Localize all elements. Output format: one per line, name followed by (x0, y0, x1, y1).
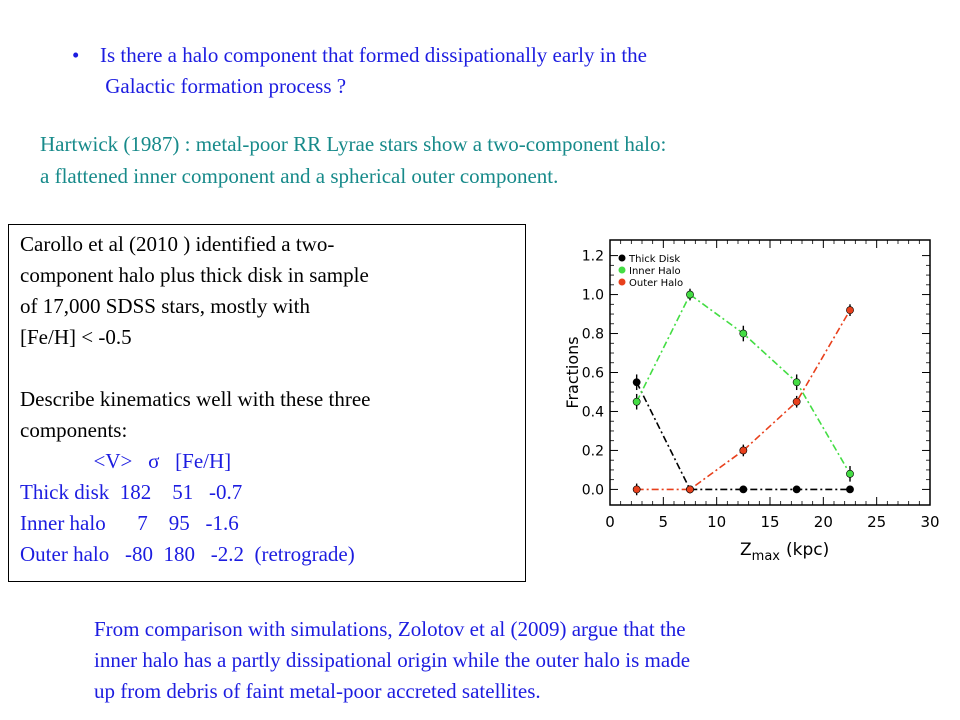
data-point (846, 306, 854, 315)
data-point (632, 397, 641, 406)
carollo-text-box: Carollo et al (2010 ) identified a two- … (8, 224, 526, 582)
y-tick-label: 0.6 (582, 366, 604, 382)
x-tick-label: 0 (605, 513, 615, 531)
y-tick-label: 0.2 (582, 443, 604, 459)
legend-marker (618, 278, 626, 286)
hartwick-paragraph: Hartwick (1987) : metal-poor RR Lyrae st… (40, 128, 920, 192)
legend-marker (618, 254, 626, 262)
carollo-line-3: of 17,000 SDSS stars, mostly with (20, 294, 310, 318)
data-point (792, 378, 801, 387)
data-point (846, 485, 854, 494)
kinematics-table-header: <V> σ [Fe/H] (20, 449, 232, 473)
x-tick-label: 15 (760, 513, 779, 531)
hartwick-line-1: Hartwick (1987) : metal-poor RR Lyrae st… (40, 132, 667, 156)
y-tick-label: 1.0 (582, 288, 604, 304)
y-tick-label: 0.8 (582, 327, 604, 343)
conclusion-line-1: From comparison with simulations, Zoloto… (94, 617, 686, 641)
kinematics-row-outer-halo: Outer halo -80 180 -2.2 (retrograde) (20, 542, 355, 566)
y-tick-label: 0.0 (582, 482, 604, 498)
conclusion-paragraph: From comparison with simulations, Zoloto… (94, 614, 894, 707)
data-point (632, 378, 641, 387)
conclusion-line-3: up from debris of faint metal-poor accre… (94, 679, 541, 703)
y-tick-label: 0.4 (582, 404, 604, 420)
carollo-line-7: components: (20, 418, 128, 442)
legend-marker (618, 266, 626, 274)
data-point (739, 329, 748, 338)
y-tick-label: 1.2 (582, 249, 604, 265)
data-point (632, 485, 641, 494)
y-axis-label: Fractions (563, 336, 582, 408)
carollo-line-1: Carollo et al (2010 ) identified a two- (20, 232, 335, 256)
x-tick-label: 25 (867, 513, 886, 531)
carollo-line-4: [Fe/H] < -0.5 (20, 325, 132, 349)
legend-label: Inner Halo (629, 266, 681, 277)
x-axis-label: Zmax (kpc) (740, 540, 829, 564)
x-tick-label: 10 (707, 513, 726, 531)
question-text: Is there a halo component that formed di… (100, 43, 648, 98)
kinematics-row-inner-halo: Inner halo 7 95 -1.6 (20, 511, 239, 535)
series-line-2 (636, 309, 851, 491)
x-tick-label: 20 (814, 513, 833, 531)
hartwick-line-2: a flattened inner component and a spheri… (40, 164, 559, 188)
data-point (846, 469, 854, 478)
data-point (686, 485, 694, 494)
data-point (792, 397, 801, 406)
series-line-0 (635, 381, 850, 491)
conclusion-line-2: inner halo has a partly dissipational or… (94, 648, 691, 672)
data-point (792, 485, 801, 494)
data-point (739, 485, 748, 494)
data-point (686, 290, 694, 299)
carollo-line-2: component halo plus thick disk in sample (20, 263, 369, 287)
data-point (739, 446, 748, 455)
legend-label: Thick Disk (628, 254, 680, 265)
bullet-marker: • (72, 43, 80, 67)
legend-label: Outer Halo (629, 278, 683, 289)
kinematics-row-thick-disk: Thick disk 182 51 -0.7 (20, 480, 243, 504)
x-tick-label: 5 (659, 513, 669, 531)
carollo-line-6: Describe kinematics well with these thre… (20, 387, 371, 411)
x-tick-label: 30 (920, 513, 939, 531)
